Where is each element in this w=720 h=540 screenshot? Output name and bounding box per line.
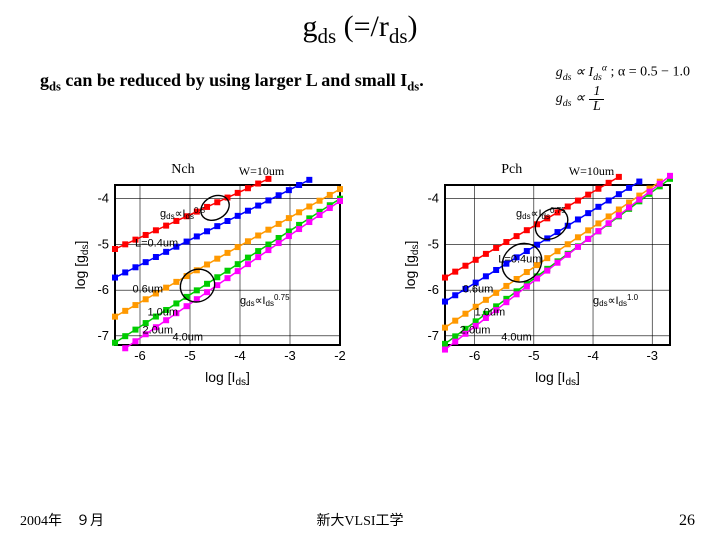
svg-text:-4: -4 [97, 191, 109, 206]
svg-text:gds∝Ids0.75: gds∝Ids0.75 [516, 206, 566, 221]
svg-text:-3: -3 [646, 348, 658, 363]
footer-page-number: 26 [679, 512, 695, 530]
svg-text:log [Ids]: log [Ids] [205, 369, 250, 388]
svg-text:-5: -5 [184, 348, 196, 363]
svg-text:-5: -5 [427, 236, 439, 251]
footer-course: 新大VLSI工学 [0, 510, 720, 530]
svg-text:4.0um: 4.0um [173, 331, 204, 343]
svg-text:gds∝Ids1.0: gds∝Ids1.0 [593, 293, 639, 308]
svg-text:log [gds]: log [gds] [72, 241, 91, 290]
equation-1: gds ∝ Idsα ; α = 0.5 − 1.0 [556, 60, 690, 85]
chart-wlabel-0: W=10um [239, 164, 284, 179]
svg-text:0.6um: 0.6um [133, 283, 164, 295]
chart-wlabel-1: W=10um [569, 164, 614, 179]
svg-text:0.6um: 0.6um [463, 283, 494, 295]
svg-text:-7: -7 [97, 328, 109, 343]
svg-text:2.0um: 2.0um [143, 325, 174, 337]
svg-text:log [gds]: log [gds] [402, 241, 421, 290]
slide-subtitle: gds can be reduced by using larger L and… [40, 70, 424, 95]
svg-text:-6: -6 [427, 282, 439, 297]
svg-text:-4: -4 [587, 348, 599, 363]
svg-text:log [Ids]: log [Ids] [535, 369, 580, 388]
svg-text:L=0.4um: L=0.4um [135, 238, 178, 250]
svg-text:4.0um: 4.0um [501, 331, 532, 343]
svg-text:2.0um: 2.0um [460, 325, 491, 337]
svg-text:-5: -5 [97, 236, 109, 251]
svg-text:-4: -4 [427, 191, 439, 206]
svg-text:-7: -7 [427, 328, 439, 343]
chart-title-1: Pch [501, 162, 522, 178]
svg-text:gds∝Ids0.5: gds∝Ids0.5 [160, 206, 206, 221]
svg-text:-6: -6 [97, 282, 109, 297]
equations-block: gds ∝ Idsα ; α = 0.5 − 1.0 gds ∝ 1 L [556, 60, 690, 114]
svg-text:-4: -4 [234, 348, 246, 363]
svg-text:gds∝Ids0.75: gds∝Ids0.75 [240, 293, 290, 308]
chart-title-0: Nch [171, 162, 194, 178]
svg-text:-2: -2 [334, 348, 346, 363]
svg-text:1.0um: 1.0um [475, 306, 506, 318]
slide-title: gds (=/rds) [0, 10, 720, 49]
svg-text:L=0.4um: L=0.4um [498, 254, 541, 266]
svg-text:-6: -6 [134, 348, 146, 363]
svg-text:1.0um: 1.0um [148, 306, 179, 318]
svg-text:-3: -3 [284, 348, 296, 363]
svg-text:-5: -5 [528, 348, 540, 363]
equation-2: gds ∝ 1 L [556, 85, 690, 114]
svg-text:-6: -6 [469, 348, 481, 363]
chart-pch: -6 -5 -4 -3 -7 -6 -5 -4 gds∝Ids0.75 L=0.4um 0.6um 1… [400, 160, 680, 390]
chart-nch: -6 -5 -4 -3 -2 -7 -6 -5 -4 gds∝Ids0.5 L=0.4um 0.6um… [70, 160, 350, 390]
